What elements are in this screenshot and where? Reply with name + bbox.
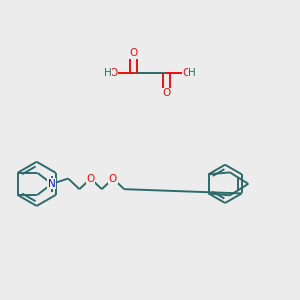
Text: O: O: [110, 68, 118, 78]
Text: O: O: [86, 174, 95, 184]
Text: O: O: [109, 174, 117, 184]
Text: O: O: [162, 88, 170, 98]
Text: N: N: [48, 179, 56, 189]
Text: O: O: [130, 48, 138, 59]
Text: O: O: [182, 68, 190, 78]
Text: H: H: [104, 68, 112, 78]
Text: H: H: [188, 68, 196, 78]
